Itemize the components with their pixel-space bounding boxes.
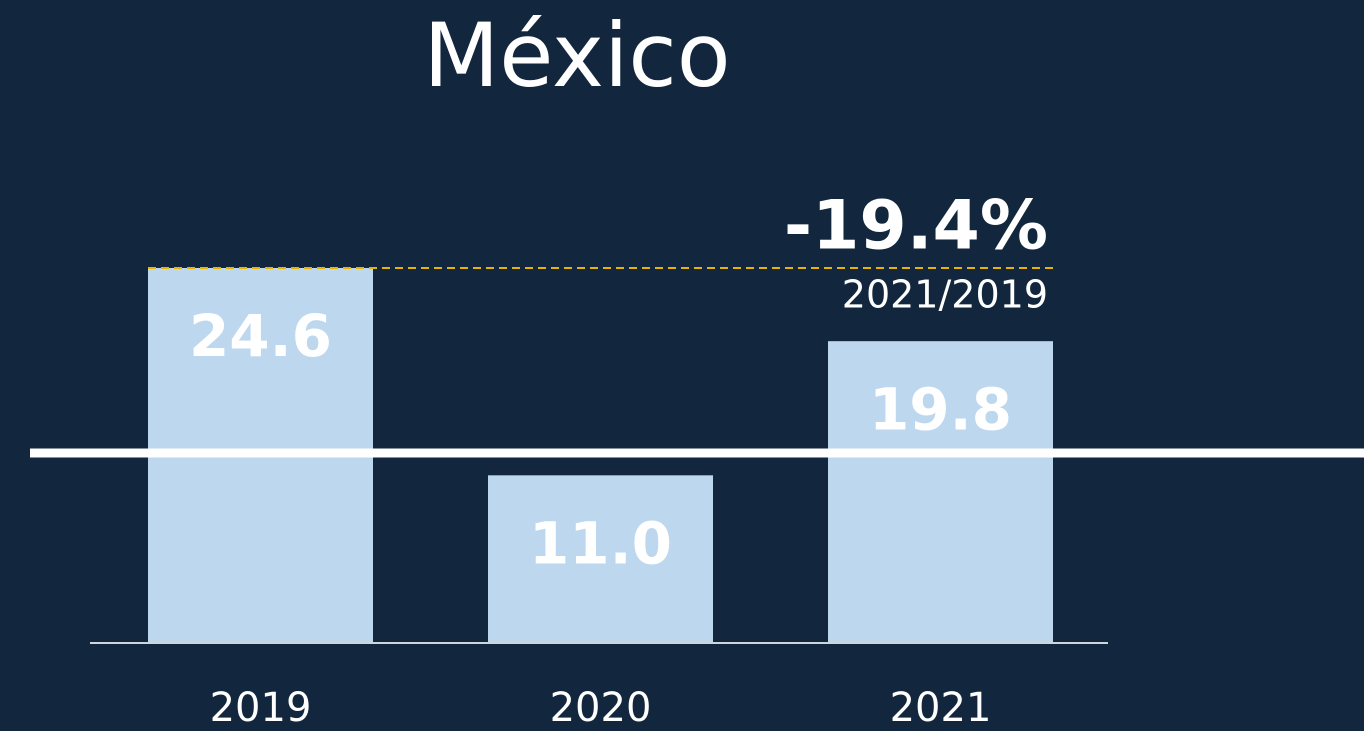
x-tick-label: 2021 — [890, 685, 992, 731]
chart-title: México — [423, 4, 730, 107]
change-annotation: -19.4% — [784, 187, 1048, 266]
value-label: 11.0 — [529, 509, 672, 577]
period-annotation: 2021/2019 — [842, 273, 1048, 317]
x-tick-label: 2019 — [210, 685, 312, 731]
bar — [488, 475, 713, 643]
value-label: 19.8 — [869, 375, 1012, 443]
x-tick-label: 2020 — [550, 685, 652, 731]
value-label: 24.6 — [189, 302, 332, 370]
bar — [828, 341, 1053, 643]
